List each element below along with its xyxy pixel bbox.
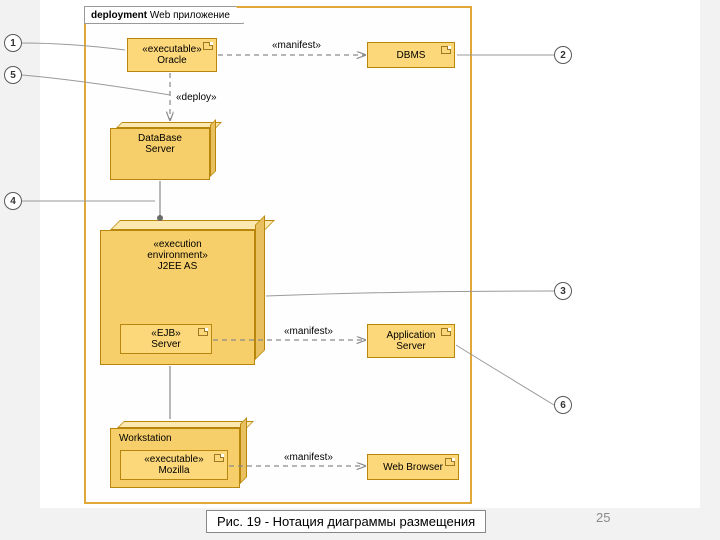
ejb-name: Server (151, 339, 180, 350)
ejb-stereotype: «EJB» (151, 328, 180, 339)
dbserver-l1: DataBase (138, 133, 182, 144)
callout-6: 6 (554, 396, 572, 414)
artifact-icon (441, 328, 451, 336)
mozilla-name: Mozilla (158, 465, 189, 476)
mozilla-artifact: «executable» Mozilla (120, 450, 228, 480)
j2ee-name: J2EE AS (158, 261, 197, 272)
figure-caption: Рис. 19 - Нотация диаграммы размещения (206, 510, 486, 533)
page-number: 25 (596, 510, 610, 525)
callout-2: 2 (554, 46, 572, 64)
callout-5: 5 (4, 66, 22, 84)
mozilla-stereotype: «executable» (144, 454, 204, 465)
label-manifest2: «manifest» (284, 326, 333, 337)
artifact-icon (214, 454, 224, 462)
workstation-name: Workstation (119, 433, 172, 444)
label-manifest3: «manifest» (284, 452, 333, 463)
callout-4: 4 (4, 192, 22, 210)
webbrowser-artifact: Web Browser (367, 454, 459, 480)
frame-title: deployment Web приложение (84, 6, 244, 24)
label-manifest1: «manifest» (272, 40, 321, 51)
dbserver-l2: Server (145, 144, 174, 155)
ejb-artifact: «EJB» Server (120, 324, 212, 354)
dbms-artifact: DBMS (367, 42, 455, 68)
j2ee-st2: environment» (147, 250, 208, 261)
artifact-icon (445, 458, 455, 466)
dbserver-node: DataBase Server (110, 128, 210, 180)
oracle-stereotype: «executable» (142, 44, 202, 55)
frame-title-bold: deployment (91, 10, 147, 21)
artifact-icon (203, 42, 213, 50)
label-deploy: «deploy» (176, 92, 217, 103)
j2ee-st1: «execution (153, 239, 201, 250)
oracle-name: Oracle (157, 55, 186, 66)
callout-1: 1 (4, 34, 22, 52)
webbrowser-name: Web Browser (383, 462, 443, 473)
artifact-icon (198, 328, 208, 336)
frame-title-rest: Web приложение (147, 10, 230, 21)
appserver-artifact: Application Server (367, 324, 455, 358)
callout-3: 3 (554, 282, 572, 300)
appserver-l2: Server (396, 341, 425, 352)
oracle-artifact: «executable» Oracle (127, 38, 217, 72)
appserver-l1: Application (387, 330, 436, 341)
artifact-icon (441, 46, 451, 54)
dbms-name: DBMS (397, 50, 426, 61)
